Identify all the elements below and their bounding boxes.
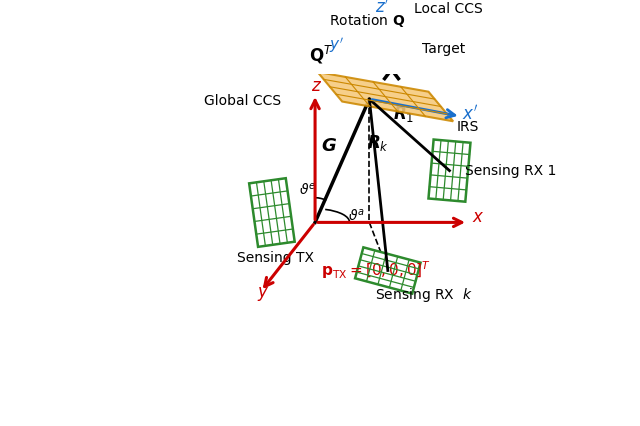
Text: $y'$: $y'$	[328, 35, 344, 55]
Polygon shape	[249, 179, 294, 247]
Text: Global CCS: Global CCS	[204, 94, 281, 108]
Text: $\mathbf{p}_{\mathrm{TX}} = [0, 0, 0]^T$: $\mathbf{p}_{\mathrm{TX}} = [0, 0, 0]^T$	[321, 259, 431, 281]
Text: $\mathbf{Q}^T$: $\mathbf{Q}^T$	[309, 44, 333, 66]
Text: Sensing RX  $k$: Sensing RX $k$	[376, 285, 473, 303]
Text: IRS: IRS	[457, 120, 479, 134]
Polygon shape	[317, 73, 453, 122]
Circle shape	[388, 41, 397, 51]
Text: $x'$: $x'$	[462, 104, 478, 124]
Text: $\boldsymbol{R}_1$: $\boldsymbol{R}_1$	[393, 104, 414, 123]
Text: $\boldsymbol{G}$: $\boldsymbol{G}$	[321, 136, 337, 154]
Text: $\vartheta^a$: $\vartheta^a$	[348, 207, 365, 223]
Text: Sensing RX 1: Sensing RX 1	[465, 164, 557, 178]
Text: Target: Target	[422, 42, 465, 56]
Text: $\boldsymbol{R}_k$: $\boldsymbol{R}_k$	[367, 133, 389, 153]
Text: $x$: $x$	[472, 207, 484, 226]
Polygon shape	[428, 140, 470, 202]
Text: $y$: $y$	[257, 285, 269, 302]
Text: $\vartheta^e$: $\vartheta^e$	[299, 181, 316, 198]
Text: Sensing TX: Sensing TX	[237, 250, 314, 264]
Polygon shape	[355, 248, 420, 294]
Text: $z$: $z$	[311, 77, 322, 95]
Text: Local CCS: Local CCS	[413, 2, 483, 15]
Text: Rotation $\mathbf{Q}$: Rotation $\mathbf{Q}$	[328, 12, 405, 29]
Text: $z'$: $z'$	[376, 0, 390, 17]
